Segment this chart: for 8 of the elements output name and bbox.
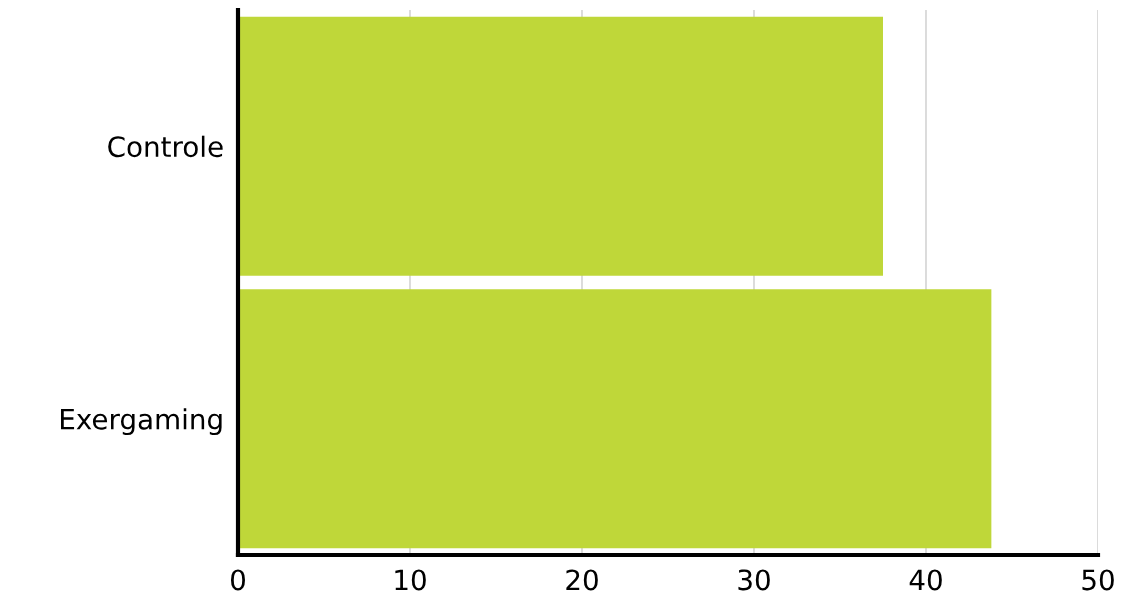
y-tick-label: Exergaming (61, 408, 222, 436)
x-tick-label: 40 (909, 569, 942, 591)
x-tick-label: 0 (230, 569, 245, 591)
x-tick-label: 10 (395, 569, 426, 591)
x-tick-label: 30 (738, 569, 770, 591)
x-tick-label: 50 (1082, 569, 1114, 591)
x-tick-label: 20 (566, 569, 598, 591)
y-tick-label: Controle (108, 135, 223, 158)
